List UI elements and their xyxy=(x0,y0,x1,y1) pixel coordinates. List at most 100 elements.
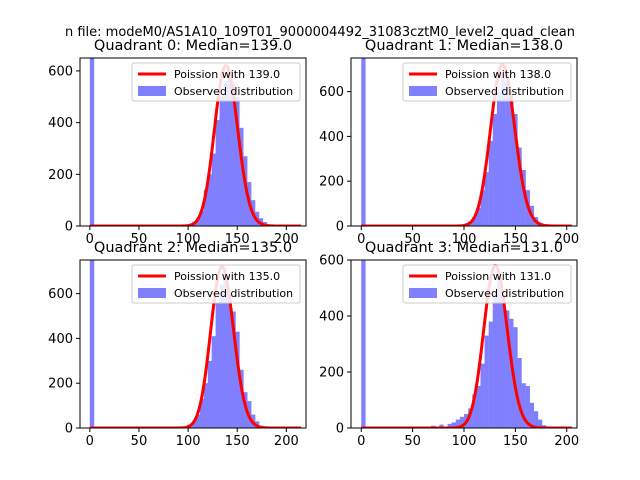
histogram-bar xyxy=(215,302,221,428)
histogram-bar xyxy=(219,96,224,226)
y-tick-label: 0 xyxy=(65,220,73,235)
histogram-bar xyxy=(505,310,510,428)
subplot-3: 0 50 100 150 200 0 200 400 600 Quadrant 3: Median… xyxy=(319,240,579,449)
y-tick-label: 200 xyxy=(319,175,344,190)
x-tick-label: 50 xyxy=(404,232,421,247)
legend: Poission with 135.0 Observed distribution xyxy=(131,264,301,304)
legend-label-poisson: Poission with 131.0 xyxy=(445,270,551,283)
x-tick-label: 150 xyxy=(503,434,528,449)
y-tick-label: 0 xyxy=(336,422,344,437)
legend-label-poisson: Poission with 139.0 xyxy=(174,68,280,81)
histogram-bar xyxy=(484,172,489,226)
legend-box xyxy=(402,62,572,102)
histogram-bar xyxy=(500,293,506,428)
histogram-bar xyxy=(223,81,228,226)
x-tick-label: 0 xyxy=(357,434,365,449)
plot-area xyxy=(360,260,573,428)
legend-hist-swatch xyxy=(138,86,166,96)
x-tick-label: 50 xyxy=(131,434,148,449)
legend-label-observed: Observed distribution xyxy=(445,85,564,98)
histogram-bar xyxy=(488,321,493,428)
histogram-bar xyxy=(439,424,444,428)
x-tick-label: 150 xyxy=(225,434,250,449)
histogram-bar xyxy=(480,363,485,428)
x-tick-label: 0 xyxy=(86,232,94,247)
histogram-bar xyxy=(89,58,95,226)
histogram-bar xyxy=(451,422,456,428)
histogram-bar xyxy=(211,336,217,428)
y-tick-label: 400 xyxy=(48,116,73,131)
histogram-bar xyxy=(484,335,489,428)
axes-frame xyxy=(79,57,307,227)
subplot-title: Quadrant 1: Median=138.0 xyxy=(365,38,563,54)
legend-label-observed: Observed distribution xyxy=(174,85,293,98)
histogram-bar xyxy=(89,260,95,428)
x-tick-label: 50 xyxy=(404,434,421,449)
legend-label-poisson: Poission with 138.0 xyxy=(445,68,551,81)
legend-box xyxy=(402,264,572,304)
histogram-bar xyxy=(235,331,240,428)
histogram-bar xyxy=(192,421,197,428)
histogram-bar xyxy=(223,277,228,428)
x-tick-label: 200 xyxy=(274,232,299,247)
histogram-bar xyxy=(219,284,224,428)
subplot-2: 0 50 100 150 200 0 200 400 600 Quadrant 2: Median… xyxy=(48,240,307,449)
histogram-bar xyxy=(517,358,522,428)
histogram-bar xyxy=(496,91,502,226)
histogram-bar xyxy=(203,189,209,226)
y-tick-label: 0 xyxy=(336,220,344,235)
poisson-curve xyxy=(89,64,302,226)
x-tick-label: 0 xyxy=(86,434,94,449)
histogram-bar xyxy=(509,318,514,428)
plot-area xyxy=(360,58,573,226)
y-tick-label: 200 xyxy=(319,366,344,381)
legend-box xyxy=(131,264,301,304)
x-tick-label: 0 xyxy=(357,232,365,247)
y-tick-label: 200 xyxy=(48,168,73,183)
histogram-bar xyxy=(231,82,236,226)
y-tick-label: 600 xyxy=(48,64,73,79)
subplot-0: 0 50 100 150 200 0 200 400 600 Quadrant 0: Median… xyxy=(48,38,307,247)
histogram-bar xyxy=(203,383,209,428)
histogram-bar xyxy=(227,293,232,428)
subplot-title: Quadrant 0: Median=139.0 xyxy=(94,38,292,54)
histogram-bar xyxy=(521,170,526,226)
histogram-bar xyxy=(199,398,205,428)
x-tick-label: 100 xyxy=(452,434,477,449)
subplot-1: 0 50 100 150 200 0 200 400 600 Quadrant 1: Median… xyxy=(319,38,579,247)
histogram-bar xyxy=(231,311,236,428)
legend-box xyxy=(131,62,301,102)
figure-suptitle: n file: modeM0/AS1A10_109T01_9000004492_… xyxy=(65,25,575,40)
histogram-bar xyxy=(496,276,502,428)
y-tick-label: 0 xyxy=(65,422,73,437)
x-tick-label: 200 xyxy=(554,434,579,449)
y-tick-label: 600 xyxy=(48,287,73,302)
histogram-bar xyxy=(195,414,201,428)
x-tick-label: 100 xyxy=(176,434,201,449)
histogram-bar xyxy=(537,419,543,428)
histogram-bar xyxy=(447,423,452,428)
histogram-bar xyxy=(239,127,244,226)
histogram-bar xyxy=(239,369,244,428)
x-tick-label: 100 xyxy=(452,232,477,247)
histogram-bar xyxy=(211,153,216,226)
legend-label-observed: Observed distribution xyxy=(174,287,293,300)
legend-hist-swatch xyxy=(138,288,166,298)
x-tick-label: 200 xyxy=(274,434,299,449)
x-tick-label: 150 xyxy=(225,232,250,247)
subplot-title: Quadrant 2: Median=135.0 xyxy=(94,240,292,256)
histogram-bar xyxy=(235,96,240,226)
y-tick-label: 200 xyxy=(48,377,73,392)
histogram-bar xyxy=(480,190,485,226)
histogram-bar xyxy=(521,383,526,428)
poisson-curve xyxy=(360,264,573,428)
histogram-bar xyxy=(505,82,510,226)
histogram-bar xyxy=(513,114,518,226)
x-tick-label: 50 xyxy=(131,232,148,247)
histogram-bar xyxy=(492,114,498,226)
axes-frame xyxy=(79,259,307,429)
x-tick-label: 200 xyxy=(554,232,579,247)
y-tick-label: 600 xyxy=(319,254,344,269)
histogram-bar xyxy=(492,290,498,428)
